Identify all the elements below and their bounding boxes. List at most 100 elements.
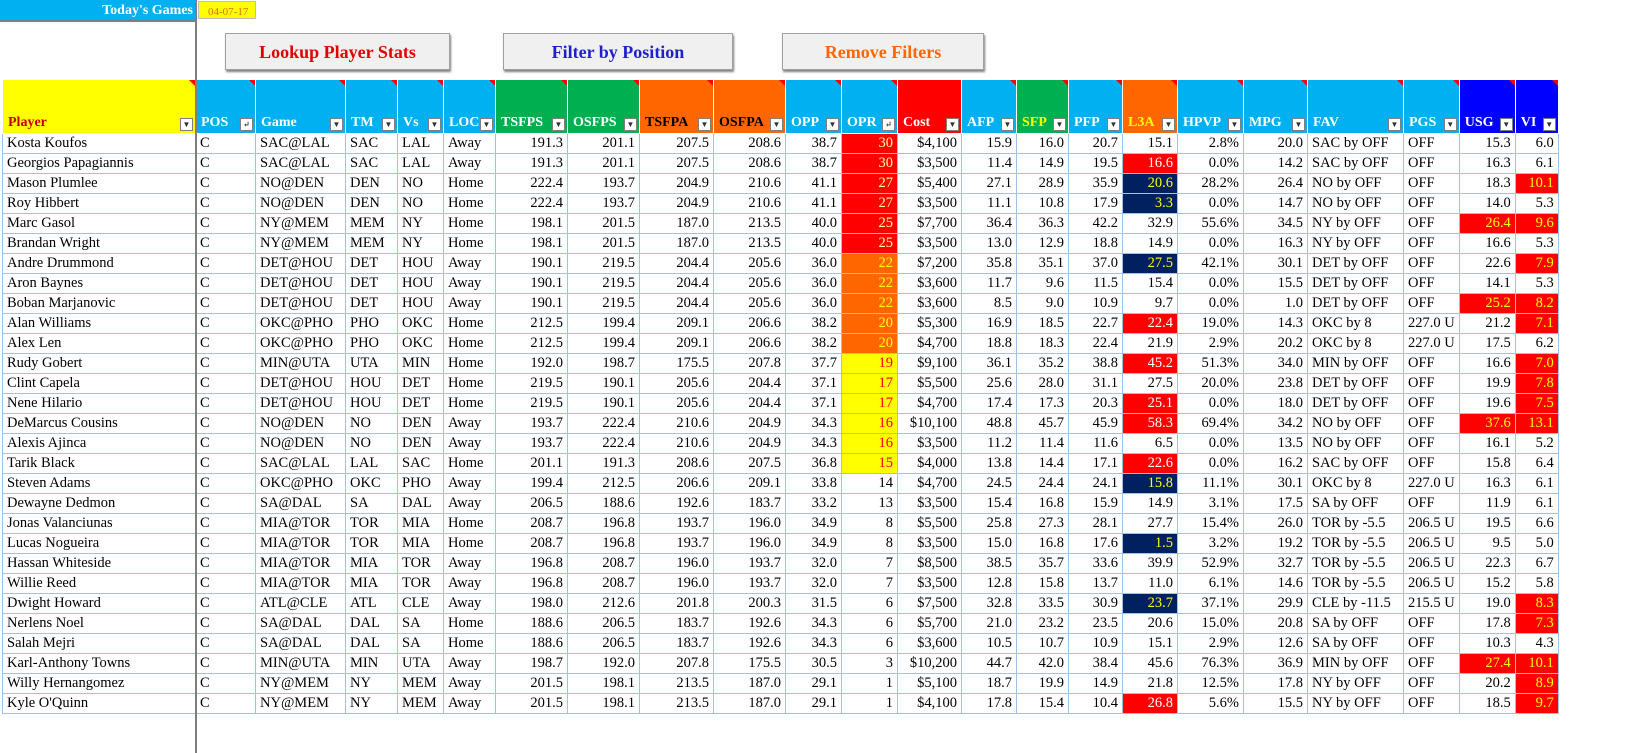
cell-sfp[interactable]: 14.9 — [1016, 153, 1069, 174]
cell-opp[interactable]: 38.2 — [785, 333, 842, 354]
cell-usg[interactable]: 22.6 — [1458, 253, 1516, 274]
cell-l3a[interactable]: 21.9 — [1122, 333, 1178, 354]
cell-osfps[interactable]: 222.4 — [567, 413, 640, 434]
cell-pos[interactable]: C — [195, 373, 256, 394]
cell-pfp[interactable]: 10.9 — [1068, 293, 1123, 314]
cell-pos[interactable]: C — [195, 493, 256, 514]
cell-pos[interactable]: C — [195, 553, 256, 574]
cell-fav[interactable]: TOR by -5.5 — [1307, 533, 1404, 554]
col-header-opp[interactable]: OPP ▼ — [785, 79, 842, 134]
cell-vi[interactable]: 6.1 — [1514, 153, 1559, 174]
cell-vs[interactable]: TOR — [397, 553, 444, 574]
cell-osfpa[interactable]: 207.5 — [713, 453, 786, 474]
cell-opp[interactable]: 29.1 — [785, 693, 842, 714]
col-header-player[interactable]: Player ▼ — [2, 79, 196, 134]
cell-cost[interactable]: $10,100 — [897, 413, 962, 434]
cell-l3a[interactable]: 9.7 — [1122, 293, 1178, 314]
cell-mpg[interactable]: 14.7 — [1243, 193, 1308, 214]
cell-tsfps[interactable]: 199.4 — [495, 473, 568, 494]
cell-usg[interactable]: 16.6 — [1458, 233, 1516, 254]
cell-mpg[interactable]: 29.9 — [1243, 593, 1308, 614]
cell-mpg[interactable]: 30.1 — [1243, 253, 1308, 274]
cell-osfpa[interactable]: 200.3 — [713, 593, 786, 614]
cell-pgs[interactable]: OFF — [1403, 613, 1460, 634]
cell-pfp[interactable]: 42.2 — [1068, 213, 1123, 234]
cell-pfp[interactable]: 45.9 — [1068, 413, 1123, 434]
cell-hpvp[interactable]: 51.3% — [1177, 353, 1244, 374]
cell-pgs[interactable]: 215.5 U — [1403, 593, 1460, 614]
cell-pfp[interactable]: 19.5 — [1068, 153, 1123, 174]
cell-usg[interactable]: 11.9 — [1458, 493, 1516, 514]
cell-opr[interactable]: 25 — [841, 213, 898, 234]
cell-hpvp[interactable]: 12.5% — [1177, 673, 1244, 694]
cell-loc[interactable]: Home — [443, 313, 496, 334]
filter-dropdown-icon[interactable]: ▼ — [1107, 118, 1120, 131]
cell-loc[interactable]: Away — [443, 573, 496, 594]
cell-osfpa[interactable]: 205.6 — [713, 293, 786, 314]
cell-fav[interactable]: DET by OFF — [1307, 273, 1404, 294]
cell-mpg[interactable]: 32.7 — [1243, 553, 1308, 574]
cell-afp[interactable]: 48.8 — [961, 413, 1017, 434]
cell-player[interactable]: Kosta Koufos — [2, 133, 196, 154]
cell-fav[interactable]: TOR by -5.5 — [1307, 513, 1404, 534]
cell-tsfpa[interactable]: 196.0 — [639, 573, 714, 594]
cell-vi[interactable]: 7.5 — [1514, 393, 1559, 414]
cell-opp[interactable]: 41.1 — [785, 193, 842, 214]
cell-afp[interactable]: 32.8 — [961, 593, 1017, 614]
cell-vi[interactable]: 9.7 — [1514, 693, 1559, 714]
cell-pfp[interactable]: 30.9 — [1068, 593, 1123, 614]
cell-osfpa[interactable]: 183.7 — [713, 493, 786, 514]
cell-mpg[interactable]: 14.6 — [1243, 573, 1308, 594]
cell-opr[interactable]: 25 — [841, 233, 898, 254]
cell-pfp[interactable]: 11.6 — [1068, 433, 1123, 454]
cell-tsfps[interactable]: 196.8 — [495, 553, 568, 574]
cell-loc[interactable]: Away — [443, 273, 496, 294]
cell-vi[interactable]: 7.8 — [1514, 373, 1559, 394]
cell-tsfpa[interactable]: 204.9 — [639, 193, 714, 214]
cell-tsfpa[interactable]: 204.4 — [639, 293, 714, 314]
cell-fav[interactable]: SA by OFF — [1307, 493, 1404, 514]
cell-mpg[interactable]: 1.0 — [1243, 293, 1308, 314]
cell-pos[interactable]: C — [195, 213, 256, 234]
cell-l3a[interactable]: 32.9 — [1122, 213, 1178, 234]
cell-tm[interactable]: OKC — [345, 473, 398, 494]
cell-vi[interactable]: 6.1 — [1514, 473, 1559, 494]
cell-osfpa[interactable]: 187.0 — [713, 673, 786, 694]
cell-vs[interactable]: MIA — [397, 513, 444, 534]
cell-game[interactable]: DET@HOU — [255, 393, 346, 414]
cell-afp[interactable]: 18.8 — [961, 333, 1017, 354]
cell-vi[interactable]: 5.2 — [1514, 433, 1559, 454]
cell-pos[interactable]: C — [195, 693, 256, 714]
cell-mpg[interactable]: 34.2 — [1243, 413, 1308, 434]
cell-opp[interactable]: 36.8 — [785, 453, 842, 474]
cell-tsfps[interactable]: 208.7 — [495, 533, 568, 554]
cell-l3a[interactable]: 15.4 — [1122, 273, 1178, 294]
cell-vi[interactable]: 8.9 — [1514, 673, 1559, 694]
cell-pgs[interactable]: OFF — [1403, 373, 1460, 394]
cell-opp[interactable]: 40.0 — [785, 233, 842, 254]
cell-cost[interactable]: $5,500 — [897, 513, 962, 534]
cell-pfp[interactable]: 38.4 — [1068, 653, 1123, 674]
cell-loc[interactable]: Home — [443, 613, 496, 634]
cell-afp[interactable]: 11.4 — [961, 153, 1017, 174]
cell-tsfps[interactable]: 198.1 — [495, 213, 568, 234]
cell-opp[interactable]: 34.9 — [785, 513, 842, 534]
cell-mpg[interactable]: 20.8 — [1243, 613, 1308, 634]
cell-pgs[interactable]: OFF — [1403, 653, 1460, 674]
cell-afp[interactable]: 36.4 — [961, 213, 1017, 234]
cell-pgs[interactable]: OFF — [1403, 393, 1460, 414]
cell-tm[interactable]: DEN — [345, 193, 398, 214]
cell-player[interactable]: Dewayne Dedmon — [2, 493, 196, 514]
cell-vi[interactable]: 10.1 — [1514, 653, 1559, 674]
cell-sfp[interactable]: 35.7 — [1016, 553, 1069, 574]
cell-sfp[interactable]: 45.7 — [1016, 413, 1069, 434]
cell-pgs[interactable]: OFF — [1403, 493, 1460, 514]
filter-dropdown-icon[interactable]: ▼ — [826, 118, 839, 131]
cell-afp[interactable]: 21.0 — [961, 613, 1017, 634]
cell-opp[interactable]: 38.7 — [785, 153, 842, 174]
cell-tm[interactable]: NO — [345, 413, 398, 434]
cell-player[interactable]: Aron Baynes — [2, 273, 196, 294]
cell-opr[interactable]: 27 — [841, 173, 898, 194]
cell-loc[interactable]: Home — [443, 513, 496, 534]
filter-dropdown-icon[interactable]: ▼ — [1001, 118, 1014, 131]
